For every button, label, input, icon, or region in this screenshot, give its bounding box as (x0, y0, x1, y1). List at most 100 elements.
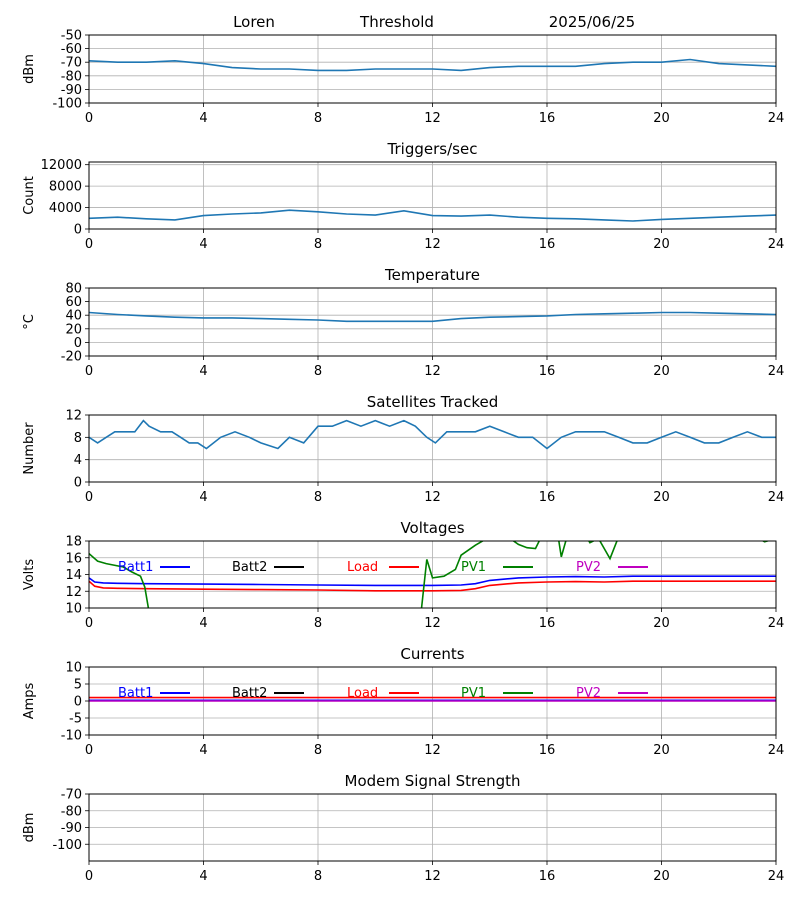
x-tick-label: 12 (424, 743, 441, 758)
x-tick-label: 16 (539, 616, 556, 631)
panel-1: 0 4 8 12 16 20 24 0 4000 8000 12000 Triggers/sec Cou… (22, 140, 784, 252)
panel-frame (88, 161, 777, 230)
y-tick-label: 4 (74, 453, 82, 468)
panel-title: Voltages (400, 519, 464, 537)
panel-frame (88, 793, 777, 862)
x-tick-label: 0 (85, 743, 93, 758)
x-tick-label: 12 (424, 237, 441, 252)
x-tick-label: 8 (314, 490, 322, 505)
series-line-Batt1 (89, 575, 776, 587)
x-tick-label: 4 (199, 490, 207, 505)
legend-label: Batt2 (232, 686, 267, 701)
legend-label: PV1 (461, 560, 486, 575)
series-line-0 (89, 311, 776, 323)
y-tick-label: 0 (74, 336, 82, 351)
x-tick-label: 12 (424, 364, 441, 379)
y-tick-label: 10 (65, 661, 82, 676)
series-line-Load (89, 580, 776, 592)
legend-label: PV2 (576, 686, 601, 701)
x-tick-label: 4 (199, 616, 207, 631)
y-tick-label: 40 (65, 309, 82, 324)
x-tick-label: 4 (199, 364, 207, 379)
y-tick-label: 5 (74, 678, 82, 693)
series-line-0 (89, 209, 776, 222)
y-tick-label: 0 (74, 223, 82, 238)
x-tick-label: 20 (653, 869, 670, 884)
y-tick-label: 0 (74, 695, 82, 710)
y-tick-label: 12 (65, 409, 82, 424)
x-tick-label: 0 (85, 616, 93, 631)
x-tick-label: 0 (85, 111, 93, 126)
y-tick-label: -80 (61, 804, 82, 819)
x-tick-label: 8 (314, 111, 322, 126)
x-tick-label: 4 (199, 237, 207, 252)
y-tick-label: 14 (65, 568, 82, 583)
x-tick-label: 20 (653, 616, 670, 631)
y-tick-label: 12 (65, 585, 82, 600)
y-axis-label: Count (22, 176, 37, 215)
y-tick-label: -80 (61, 69, 82, 84)
y-tick-label: 18 (65, 535, 82, 550)
y-tick-label: 8000 (49, 180, 82, 195)
header-date: 2025/06/25 (549, 13, 635, 31)
y-tick-label: -60 (61, 42, 82, 57)
x-tick-label: 16 (539, 490, 556, 505)
panel-frame (88, 34, 777, 104)
panel-6: 0 4 8 12 16 20 24 -70-80 -90 -100 Modem Signal Str… (22, 772, 784, 884)
x-tick-label: 0 (85, 364, 93, 379)
y-tick-label: -90 (61, 821, 82, 836)
panel-title: Temperature (384, 266, 480, 284)
x-tick-label: 0 (85, 490, 93, 505)
x-tick-label: 8 (314, 237, 322, 252)
y-axis-label: Number (22, 422, 37, 475)
y-tick-label: -100 (52, 97, 82, 112)
x-tick-label: 24 (768, 490, 785, 505)
y-tick-label: 20 (65, 322, 82, 337)
legend-label: Batt2 (232, 560, 267, 575)
y-axis-label: Volts (22, 559, 37, 591)
panel-0: 0 4 8 12 16 20 24 -50-60-70-80-90-100 dBm (22, 29, 784, 127)
y-tick-label: -70 (61, 56, 82, 71)
y-axis-label: °C (22, 314, 37, 330)
panel-frame (88, 287, 777, 357)
y-axis-label: dBm (22, 54, 37, 84)
legend-label: PV1 (461, 686, 486, 701)
legend-label: PV2 (576, 560, 601, 575)
x-tick-label: 20 (653, 743, 670, 758)
y-axis-label: dBm (22, 813, 37, 843)
legend-label: Batt1 (118, 560, 153, 575)
x-tick-label: 20 (653, 364, 670, 379)
y-tick-label: 16 (65, 551, 82, 566)
series-line-0 (89, 419, 776, 450)
x-tick-label: 20 (653, 111, 670, 126)
header-station: Loren (233, 13, 275, 31)
x-tick-label: 20 (653, 237, 670, 252)
series-line-PV1b (761, 541, 771, 543)
panel-frame (88, 414, 777, 483)
y-tick-label: 60 (65, 295, 82, 310)
x-tick-label: 12 (424, 111, 441, 126)
x-tick-label: 24 (768, 364, 785, 379)
legend-label: Batt1 (118, 686, 153, 701)
x-tick-label: 16 (539, 111, 556, 126)
panel-title: Triggers/sec (387, 140, 478, 158)
y-axis-label: Amps (22, 682, 37, 719)
y-tick-label: 12000 (41, 158, 82, 173)
y-tick-label: 10 (65, 602, 82, 617)
x-tick-label: 0 (85, 869, 93, 884)
panel-5: 0 4 8 12 16 20 24 -10 -5 0 5 10 Batt1 Batt2 Load PV1 PV2… (22, 645, 784, 758)
x-tick-label: 8 (314, 869, 322, 884)
panel-frame (88, 666, 777, 736)
x-tick-label: 24 (768, 869, 785, 884)
legend-label: Load (347, 686, 378, 701)
panel-title: Satellites Tracked (367, 393, 498, 411)
x-tick-label: 24 (768, 616, 785, 631)
x-tick-label: 8 (314, 616, 322, 631)
y-tick-label: -10 (61, 729, 82, 744)
x-tick-label: 16 (539, 743, 556, 758)
series-line-PV1 (89, 541, 618, 608)
y-tick-label: -70 (61, 788, 82, 803)
x-tick-label: 24 (768, 237, 785, 252)
